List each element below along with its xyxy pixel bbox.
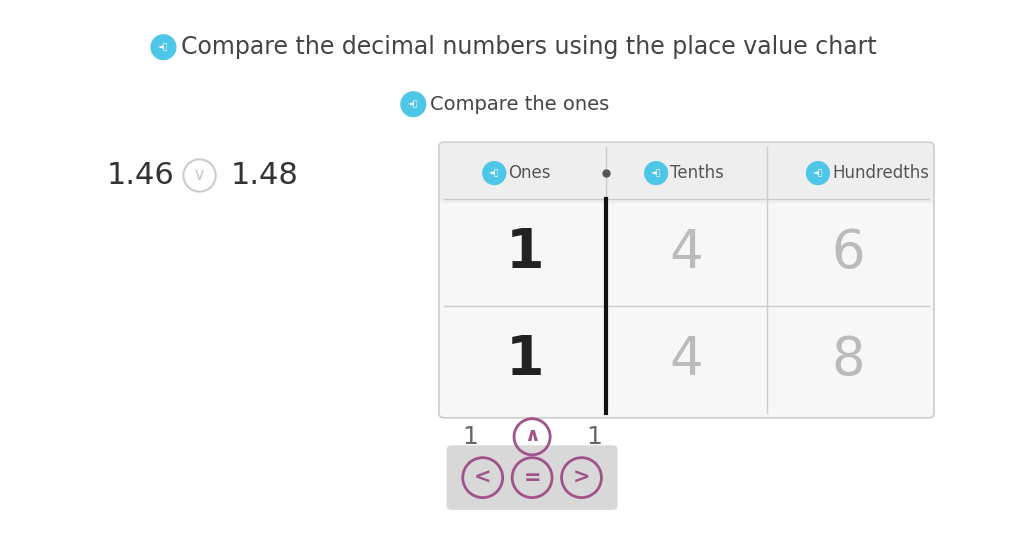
- Text: ◄⧖: ◄⧖: [158, 43, 169, 52]
- Text: Ones: Ones: [509, 164, 551, 182]
- Text: >: >: [572, 468, 590, 488]
- Text: 6: 6: [831, 227, 865, 279]
- Text: ∨: ∨: [193, 166, 206, 184]
- Text: Compare the ones: Compare the ones: [430, 95, 609, 114]
- Text: ◄⧖: ◄⧖: [813, 169, 823, 178]
- Text: Tenths: Tenths: [671, 164, 724, 182]
- Text: <: <: [474, 468, 492, 488]
- FancyBboxPatch shape: [440, 143, 933, 203]
- Text: 1: 1: [463, 425, 478, 449]
- Circle shape: [483, 162, 506, 184]
- Text: ◄⧖: ◄⧖: [409, 100, 419, 109]
- Text: 1: 1: [506, 226, 544, 279]
- Text: 1: 1: [586, 425, 602, 449]
- Text: 4: 4: [670, 227, 703, 279]
- Text: Hundredths: Hundredths: [833, 164, 929, 182]
- Text: =: =: [523, 468, 541, 488]
- Text: 1.48: 1.48: [230, 161, 298, 190]
- Polygon shape: [521, 449, 543, 455]
- Text: ◄⧖: ◄⧖: [651, 169, 662, 178]
- Circle shape: [401, 92, 426, 116]
- FancyBboxPatch shape: [439, 142, 934, 418]
- Text: ∧: ∧: [524, 426, 540, 445]
- Text: Compare the decimal numbers using the place value chart: Compare the decimal numbers using the pl…: [180, 35, 877, 59]
- FancyBboxPatch shape: [446, 445, 617, 510]
- Text: 8: 8: [831, 334, 865, 386]
- Text: 4: 4: [670, 334, 703, 386]
- Circle shape: [645, 162, 668, 184]
- Text: 1.46: 1.46: [106, 161, 174, 190]
- Text: 1: 1: [506, 333, 544, 386]
- Circle shape: [152, 35, 176, 59]
- Circle shape: [807, 162, 829, 184]
- Text: ◄⧖: ◄⧖: [489, 169, 500, 178]
